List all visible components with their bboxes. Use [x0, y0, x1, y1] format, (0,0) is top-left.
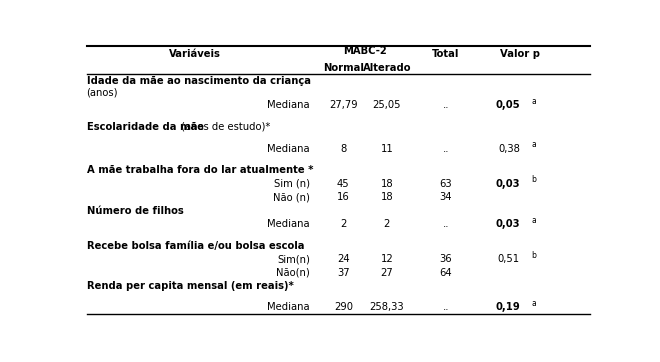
Text: a: a: [531, 299, 537, 308]
Text: (anos de estudo)*: (anos de estudo)*: [178, 122, 271, 132]
Text: 64: 64: [440, 268, 452, 278]
Text: b: b: [531, 176, 537, 185]
Text: Mediana: Mediana: [267, 100, 310, 110]
Text: 18: 18: [381, 192, 393, 202]
Text: 258,33: 258,33: [370, 302, 404, 312]
Text: Normal: Normal: [323, 63, 364, 73]
Text: Escolaridade da mãe: Escolaridade da mãe: [86, 122, 203, 132]
Text: Sim(n): Sim(n): [277, 254, 310, 264]
Text: (anos): (anos): [86, 88, 118, 98]
Text: 0,38: 0,38: [498, 143, 520, 153]
Text: 36: 36: [440, 254, 452, 264]
Text: Valor p: Valor p: [500, 49, 540, 59]
Text: 0,51: 0,51: [498, 254, 520, 264]
Text: 27: 27: [380, 268, 393, 278]
Text: 0,05: 0,05: [495, 100, 520, 110]
Text: 16: 16: [337, 192, 350, 202]
Text: Mediana: Mediana: [267, 302, 310, 312]
Text: Alterado: Alterado: [362, 63, 411, 73]
Text: ..: ..: [442, 302, 449, 312]
Text: Mediana: Mediana: [267, 219, 310, 229]
Text: 2: 2: [383, 219, 390, 229]
Text: Recebe bolsa família e/ou bolsa escola: Recebe bolsa família e/ou bolsa escola: [86, 241, 304, 251]
Text: b: b: [531, 251, 537, 260]
Text: a: a: [531, 216, 537, 225]
Text: 37: 37: [337, 268, 350, 278]
Text: 0,03: 0,03: [496, 219, 520, 229]
Text: 0,19: 0,19: [495, 302, 520, 312]
Text: Idade da mãe ao nascimento da criança: Idade da mãe ao nascimento da criança: [86, 76, 311, 86]
Text: Variáveis: Variáveis: [169, 49, 221, 59]
Text: Renda per capita mensal (em reais)*: Renda per capita mensal (em reais)*: [86, 281, 294, 291]
Text: ..: ..: [442, 100, 449, 110]
Text: 0,03: 0,03: [496, 179, 520, 189]
Text: ..: ..: [442, 219, 449, 229]
Text: 25,05: 25,05: [373, 100, 401, 110]
Text: 8: 8: [341, 143, 346, 153]
Text: ..: ..: [442, 143, 449, 153]
Text: Total: Total: [432, 49, 459, 59]
Text: 11: 11: [380, 143, 393, 153]
Text: a: a: [531, 97, 537, 106]
Text: Mediana: Mediana: [267, 143, 310, 153]
Text: MABC-2: MABC-2: [343, 46, 387, 56]
Text: 27,79: 27,79: [329, 100, 358, 110]
Text: 34: 34: [440, 192, 452, 202]
Text: A mãe trabalha fora do lar atualmente *: A mãe trabalha fora do lar atualmente *: [86, 165, 313, 175]
Text: 45: 45: [337, 179, 350, 189]
Text: a: a: [531, 140, 537, 149]
Text: 24: 24: [337, 254, 350, 264]
Text: 63: 63: [440, 179, 452, 189]
Text: 290: 290: [334, 302, 353, 312]
Text: 18: 18: [381, 179, 393, 189]
Text: 2: 2: [340, 219, 347, 229]
Text: Não(n): Não(n): [277, 268, 310, 278]
Text: Não (n): Não (n): [273, 192, 310, 202]
Text: 12: 12: [380, 254, 393, 264]
Text: Número de filhos: Número de filhos: [86, 206, 183, 216]
Text: Sim (n): Sim (n): [274, 179, 310, 189]
